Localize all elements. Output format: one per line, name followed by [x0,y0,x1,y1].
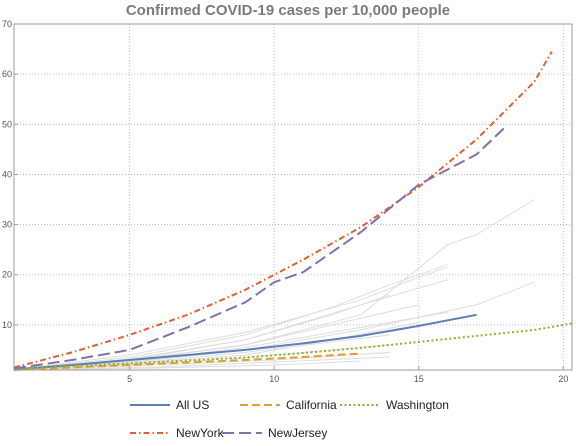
y-tick-label: 50 [2,119,12,129]
legend: All US California Washington NewYork NewJers… [130,398,449,440]
x-tick-label: 10 [269,374,279,384]
x-tick-label: 20 [558,374,568,384]
chart-title: Confirmed COVID-19 cases per 10,000 peop… [125,2,451,19]
series-line-newyork [13,51,553,369]
legend-label-newyork: NewYork [176,426,225,440]
background-series-line [13,264,448,370]
legend-label-california: California [286,398,337,412]
legend-label-newjersey: NewJersey [268,426,327,440]
axis-layer: 5 10 15 20 10 20 30 40 50 60 70 [2,19,573,384]
series-layer [13,51,573,371]
series-line-newjersey [13,126,507,370]
x-tick-label: 15 [414,374,424,384]
grid-layer [14,23,572,370]
series-line-washington [13,322,573,370]
plot-frame [13,23,573,371]
series-line-all-us [13,313,477,371]
x-tick-label: 5 [127,374,132,384]
series-line-california [13,352,361,371]
y-tick-label: 60 [2,69,12,79]
legend-label-washington: Washington [386,398,449,412]
y-tick-label: 70 [2,19,12,29]
y-tick-label: 20 [2,270,12,280]
legend-label-all-us: All US [176,398,209,412]
y-tick-label: 30 [2,220,12,230]
background-series-line [13,360,361,371]
background-series-line [13,266,448,370]
y-tick-label: 10 [2,320,12,330]
y-tick-label: 40 [2,169,12,179]
